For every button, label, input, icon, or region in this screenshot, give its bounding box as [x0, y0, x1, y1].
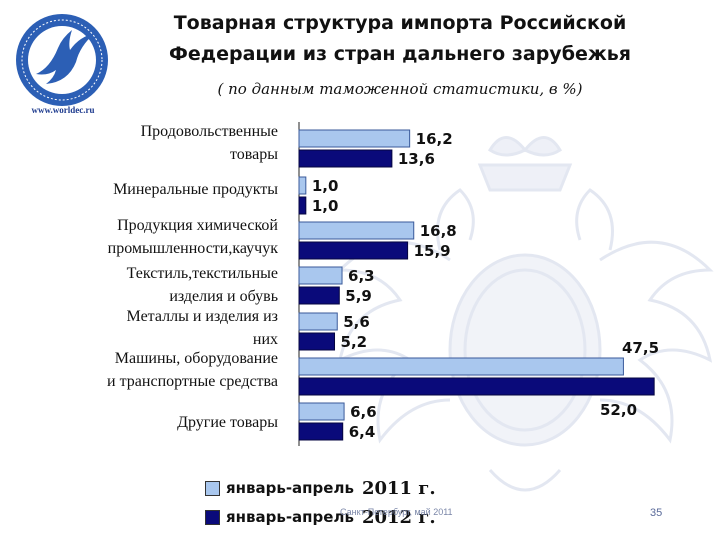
bar-2012-2	[298, 241, 409, 260]
legend-item-2011: январь-апрель 2011 г.	[205, 476, 436, 500]
category-label-line: промышленности,каучук	[107, 240, 278, 257]
legend-label-2011: январь-апрель	[226, 479, 354, 497]
category-label-line: и транспортные средства	[107, 373, 278, 390]
bar-2012-4	[298, 332, 336, 351]
category-label-4: Металлы и изделия из них	[127, 305, 278, 351]
data-label-2011-1: 1,0	[312, 177, 339, 195]
title-line-1: Товарная структура импорта Российской	[173, 12, 627, 34]
legend-swatch-2011	[205, 480, 220, 496]
title-line-2: Федерации из стран дальнего зарубежья	[169, 43, 631, 65]
legend-year-2012: 2012 г.	[361, 506, 436, 528]
category-label-1: Минеральные продукты	[113, 178, 278, 201]
data-label-2011-2: 16,8	[420, 222, 457, 240]
category-label-line: Металлы и изделия из	[126, 308, 278, 325]
data-label-2012-0: 13,6	[398, 150, 435, 168]
slide-title: Товарная структура импорта Российской Фе…	[110, 8, 690, 70]
legend-year-2011: 2011 г.	[361, 477, 436, 499]
double-headed-eagle-emblem	[336, 136, 714, 492]
category-label-line: Продовольственные	[140, 123, 278, 140]
category-label-5: Машины, оборудование и транспортные средс…	[107, 347, 278, 393]
category-label-3: Текстиль,текстильные изделия и обувь	[127, 262, 278, 308]
data-label-2012-1: 1,0	[312, 197, 339, 215]
category-label-line: Текстиль,текстильные	[126, 265, 278, 282]
slide-subtitle: ( по данным таможенной статистики, в %)	[217, 80, 583, 98]
legend-swatch-2012	[205, 509, 220, 525]
category-label-2: Продукция химической промышленности,каучу…	[108, 214, 278, 260]
bar-2011-1	[298, 176, 307, 195]
bar-2012-0	[298, 149, 393, 168]
category-label-line: них	[252, 331, 278, 348]
category-label-line: товары	[230, 146, 278, 163]
category-label-line: изделия и обувь	[169, 288, 278, 305]
data-label-2011-3: 6,3	[348, 267, 375, 285]
category-label-line: Другие товары	[177, 414, 278, 431]
category-label-6: Другие товары	[177, 411, 278, 434]
data-label-2012-3: 5,9	[345, 287, 372, 305]
category-label-line: Минеральные продукты	[113, 181, 278, 198]
page-number: 35	[650, 507, 663, 519]
site-url: www.worldec.ru	[31, 105, 95, 115]
data-label-2012-5: 52,0	[600, 401, 637, 419]
category-label-line: Продукция химической	[117, 217, 278, 234]
bar-2012-6	[298, 422, 344, 441]
data-label-2011-0: 16,2	[416, 130, 453, 148]
bar-2011-2	[298, 221, 415, 240]
data-label-2011-6: 6,6	[350, 403, 377, 421]
bar-2011-0	[298, 129, 411, 148]
bar-2011-3	[298, 266, 343, 285]
worldec-logo	[16, 14, 108, 106]
data-label-2011-4: 5,6	[343, 313, 370, 331]
category-label-line: Машины, оборудование	[114, 350, 278, 367]
legend-item-2012: январь-апрель 2012 г.	[205, 505, 436, 529]
bar-2011-5	[298, 357, 624, 376]
data-label-2012-4: 5,2	[341, 333, 368, 351]
footer-text: Санкт-Петербург, май 2011	[340, 507, 453, 517]
legend-label-2012: январь-апрель	[226, 508, 354, 526]
bar-2012-3	[298, 286, 340, 305]
bar-2012-5	[298, 377, 655, 396]
data-label-2011-5: 47,5	[622, 339, 659, 357]
category-label-0: Продовольственные товары	[141, 120, 278, 166]
data-label-2012-2: 15,9	[414, 242, 451, 260]
data-label-2012-6: 6,4	[349, 423, 376, 441]
bar-2011-6	[298, 402, 345, 421]
bar-2011-4	[298, 312, 338, 331]
bar-2012-1	[298, 196, 307, 215]
